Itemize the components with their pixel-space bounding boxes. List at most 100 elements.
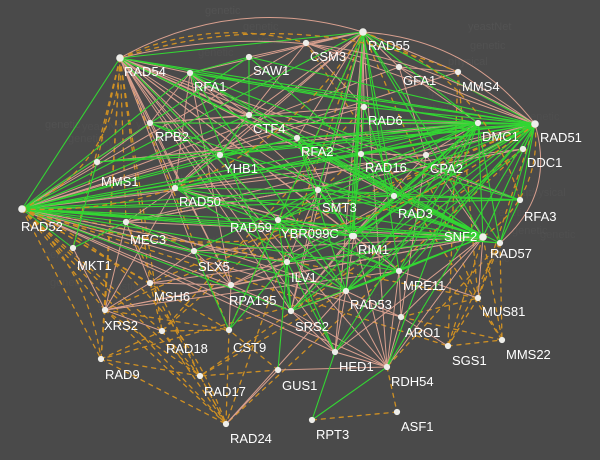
network-node-rdh54[interactable] <box>383 363 391 371</box>
network-node-rad50[interactable] <box>171 184 179 192</box>
network-edge <box>149 114 250 124</box>
network-node-rad9[interactable] <box>97 355 105 363</box>
network-edge <box>174 154 221 189</box>
network-node-rad6[interactable] <box>360 103 368 111</box>
network-node-rfa1[interactable] <box>186 69 194 77</box>
network-edge <box>345 235 355 292</box>
network-node-rad57[interactable] <box>496 239 504 247</box>
network-node-rfa3[interactable] <box>516 196 524 204</box>
network-node-msh6[interactable] <box>146 279 154 287</box>
network-node-mms4[interactable] <box>454 68 462 76</box>
network-node-rad17[interactable] <box>196 372 204 380</box>
network-node-yhb1[interactable] <box>216 151 224 159</box>
network-edge-arc <box>119 40 536 125</box>
network-node-hed1[interactable] <box>331 348 339 356</box>
network-edge <box>345 290 402 318</box>
network-edge <box>277 123 536 221</box>
network-edge <box>277 219 355 237</box>
network-edge <box>199 369 279 377</box>
network-node-rad16[interactable] <box>357 150 365 158</box>
network-edge <box>174 187 484 238</box>
network-node-gfa1[interactable] <box>395 63 403 71</box>
network-node-rad55[interactable] <box>359 28 367 36</box>
watermark-label: genetic <box>512 225 548 237</box>
network-node-rad54[interactable] <box>116 54 124 62</box>
network-edge <box>317 189 400 272</box>
network-node-gus1[interactable] <box>274 366 282 374</box>
network-edge <box>119 57 151 284</box>
watermark-label: genetic <box>236 307 272 319</box>
network-edge <box>161 106 365 332</box>
network-node-rad51[interactable] <box>531 120 539 128</box>
network-node-dmc1[interactable] <box>474 119 482 127</box>
network-node-ctf4[interactable] <box>245 111 253 119</box>
network-node-snf2[interactable] <box>479 233 487 241</box>
network-node-saw1[interactable] <box>245 53 253 61</box>
network-edge <box>21 208 355 237</box>
network-node-rpt3[interactable] <box>308 416 316 424</box>
network-node-rfa2[interactable] <box>293 134 301 142</box>
network-node-rad52[interactable] <box>18 205 26 213</box>
network-edge <box>219 137 298 156</box>
network-edge <box>174 31 364 189</box>
network-edge <box>228 261 288 331</box>
network-edge <box>21 208 292 312</box>
watermark-label: yeastNet <box>82 121 125 133</box>
network-node-mms1[interactable] <box>93 158 101 166</box>
network-node-smt3[interactable] <box>314 186 322 194</box>
network-node-mms22[interactable] <box>498 336 506 344</box>
network-edge <box>345 148 524 292</box>
network-edge <box>286 261 336 353</box>
network-node-rpa135[interactable] <box>227 281 235 289</box>
network-edge <box>199 148 524 377</box>
network-edge <box>119 57 292 312</box>
network-node-xrs2[interactable] <box>101 306 109 314</box>
network-node-rad59[interactable] <box>274 216 282 224</box>
network-edge <box>21 189 319 210</box>
network-node-cpa2[interactable] <box>422 151 430 159</box>
network-node-rad3[interactable] <box>390 192 398 200</box>
network-node-rad18[interactable] <box>158 327 166 335</box>
network-edge <box>104 309 201 377</box>
network-edge <box>277 219 347 292</box>
network-node-ddc1[interactable] <box>519 145 527 153</box>
network-node-csm3[interactable] <box>302 39 310 47</box>
network-edge <box>360 153 395 197</box>
network-edge <box>305 42 503 341</box>
network-edge <box>334 290 347 353</box>
network-node-slx5[interactable] <box>190 247 198 255</box>
network-node-rad53[interactable] <box>342 287 350 295</box>
network-edge <box>21 187 176 210</box>
network-edge <box>362 31 459 73</box>
network-edge <box>277 31 364 221</box>
network-edge <box>100 330 163 360</box>
network-edge <box>21 208 288 263</box>
network-edge <box>277 219 336 353</box>
network-edge <box>296 137 347 292</box>
network-node-mec3[interactable] <box>122 218 130 226</box>
network-node-rpb2[interactable] <box>146 119 154 127</box>
network-edge <box>119 57 250 116</box>
network-node-asf1[interactable] <box>393 408 401 416</box>
network-node-aro1[interactable] <box>397 313 405 321</box>
network-edge <box>104 284 232 311</box>
network-node-mre11[interactable] <box>395 267 403 275</box>
network-edge <box>119 57 484 238</box>
network-node-rim1[interactable] <box>350 232 358 240</box>
network-edge <box>277 366 388 371</box>
network-node-sgs1[interactable] <box>444 342 452 350</box>
network-edge <box>277 189 319 221</box>
network-edge <box>21 208 336 353</box>
network-edge <box>519 123 536 201</box>
network-node-mus81[interactable] <box>474 294 482 302</box>
network-edge <box>228 329 279 371</box>
network-node-srs2[interactable] <box>287 307 295 315</box>
network-node-rad24[interactable] <box>222 420 230 428</box>
network-node-mkt1[interactable] <box>69 244 77 252</box>
network-node-cst9[interactable] <box>225 326 233 334</box>
network-node-ilv1[interactable] <box>283 258 291 266</box>
watermark-label: genetic <box>492 207 528 219</box>
network-edge <box>119 57 221 156</box>
